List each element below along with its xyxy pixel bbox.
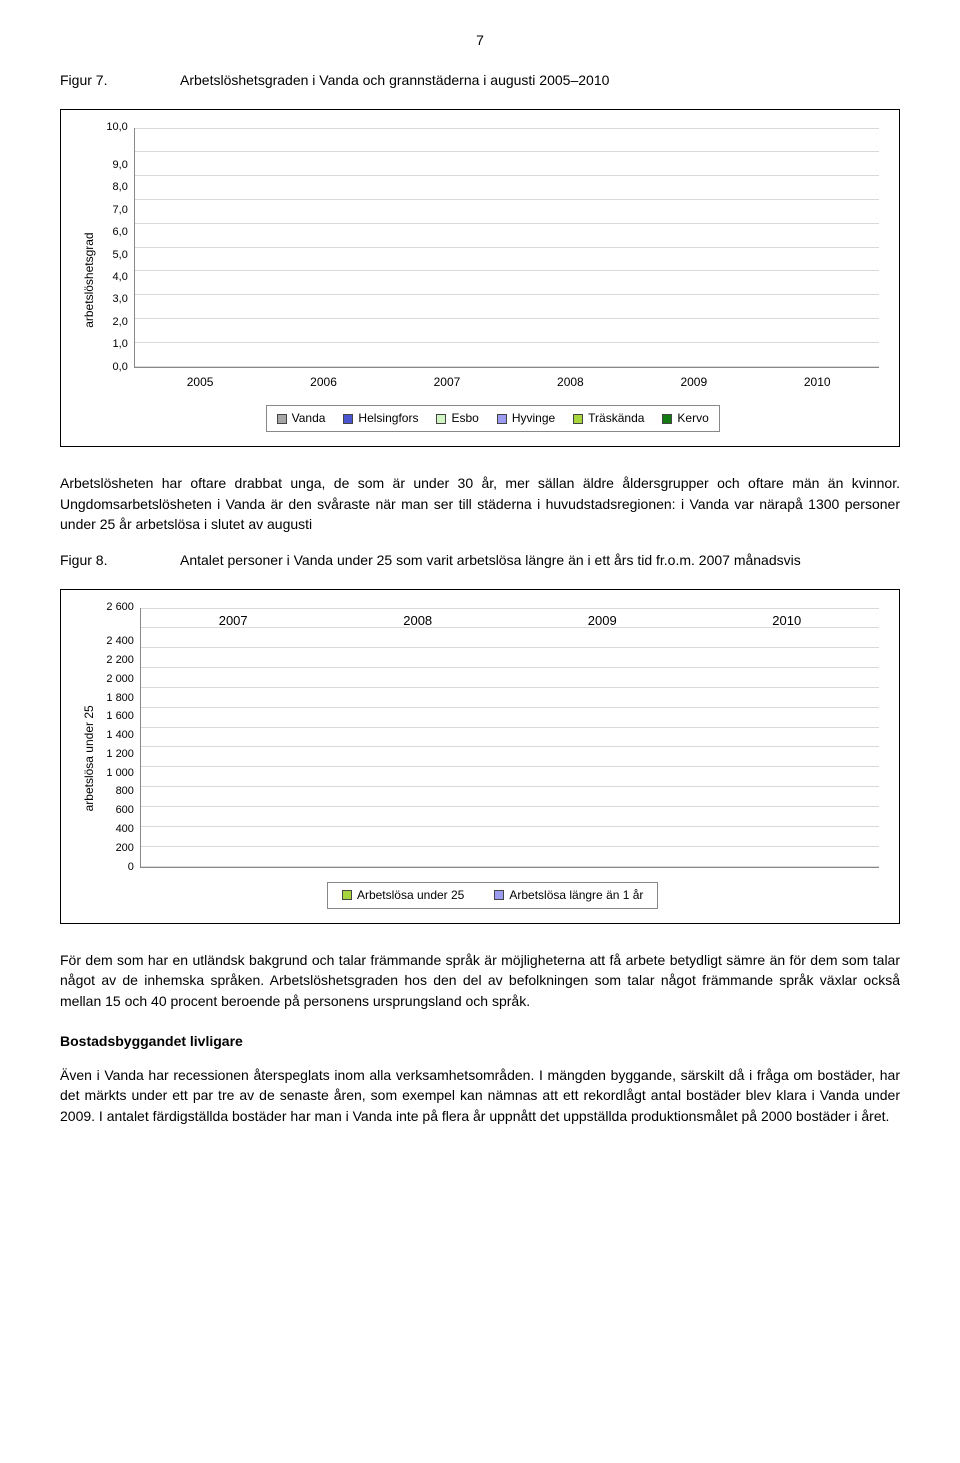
- figure7-heading: Figur 7. Arbetslöshetsgraden i Vanda och…: [60, 70, 900, 90]
- figure8-legend: Arbetslösa under 25Arbetslösa längre än …: [327, 882, 659, 909]
- figure7-yticks: 10,09,08,07,06,05,04,03,02,01,00,0: [106, 128, 133, 368]
- paragraph-1: Arbetslösheten har oftare drabbat unga, …: [60, 473, 900, 534]
- figure8-label: Figur 8.: [60, 550, 140, 570]
- figure7-gridlines: [135, 128, 879, 367]
- figure7-label: Figur 7.: [60, 70, 140, 90]
- figure7-caption: Arbetslöshetsgraden i Vanda och grannstä…: [180, 70, 900, 90]
- figure8-year-labels: 2007200820092010: [141, 612, 879, 631]
- page-number: 7: [60, 30, 900, 50]
- figure8-ylabel: arbetslösa under 25: [81, 608, 98, 909]
- figure8-chart: arbetslösa under 25 2 6002 4002 2002 000…: [60, 589, 900, 924]
- figure7-chart: arbetslöshetsgrad 10,09,08,07,06,05,04,0…: [60, 109, 900, 448]
- figure7-ylabel: arbetslöshetsgrad: [81, 128, 98, 433]
- figure8-gridlines: [141, 608, 879, 867]
- paragraph-2: För dem som har en utländsk bakgrund och…: [60, 950, 900, 1011]
- subheading: Bostadsbyggandet livligare: [60, 1031, 900, 1051]
- figure8-yticks: 2 6002 4002 2002 0001 8001 6001 4001 200…: [106, 608, 140, 868]
- paragraph-3: Även i Vanda har recessionen återspeglat…: [60, 1065, 900, 1126]
- figure7-legend: VandaHelsingforsEsboHyvingeTräskändaKerv…: [266, 405, 720, 432]
- figure7-plot: [134, 128, 879, 368]
- figure8-heading: Figur 8. Antalet personer i Vanda under …: [60, 550, 900, 570]
- figure8-caption: Antalet personer i Vanda under 25 som va…: [180, 550, 900, 570]
- figure8-plot: 2007200820092010: [140, 608, 879, 868]
- figure7-xlabels: 200520062007200820092010: [138, 374, 879, 391]
